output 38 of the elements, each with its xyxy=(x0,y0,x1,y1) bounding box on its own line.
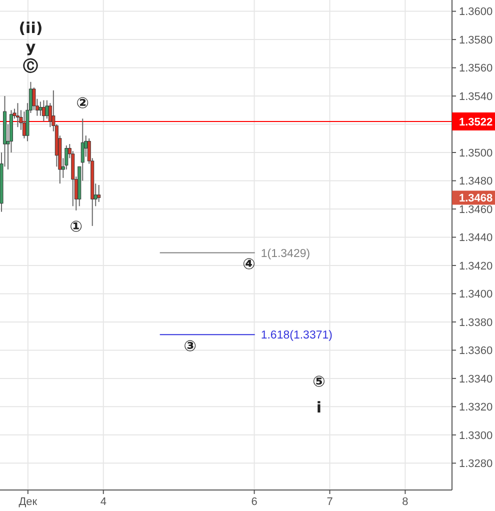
annotation: i xyxy=(316,398,322,416)
annotation: y xyxy=(26,38,36,56)
candlestick xyxy=(16,102,20,128)
x-tick-label: 8 xyxy=(402,496,408,508)
y-tick-label: 1.3460 xyxy=(459,204,493,216)
candlestick xyxy=(45,100,49,120)
annotation: Ⓒ xyxy=(23,57,38,76)
x-tick-label: Дек xyxy=(18,496,38,508)
y-tick-label: 1.3560 xyxy=(459,62,493,75)
y-tick-label: 1.3300 xyxy=(459,430,493,442)
ref-line-label: 1.3522 xyxy=(459,116,493,128)
y-tick-label: 1.3500 xyxy=(459,147,493,160)
x-tick-label: 7 xyxy=(326,496,333,508)
y-tick-label: 1.3360 xyxy=(459,345,493,358)
y-tick-label: 1.3340 xyxy=(459,373,493,386)
candlestick xyxy=(38,101,42,116)
ref-line-label: 1(1.3429) xyxy=(260,248,310,260)
annotation: (ii) xyxy=(18,19,43,38)
x-tick-label: 4 xyxy=(100,496,106,508)
y-tick-label: 1.3400 xyxy=(459,288,493,301)
y-tick-label: 1.3280 xyxy=(459,458,493,470)
y-tick-label: 1.3380 xyxy=(459,316,493,329)
candlestick xyxy=(97,184,101,202)
y-tick-label: 1.3540 xyxy=(459,90,493,103)
x-tick-label: 6 xyxy=(251,496,258,508)
y-tick-label: 1.3320 xyxy=(459,402,493,414)
text: 1.3468 xyxy=(459,192,493,205)
annotation: ④ xyxy=(242,255,256,274)
y-tick-label: 1.3600 xyxy=(459,6,493,18)
annotation: ① xyxy=(70,218,82,236)
annotation: ② xyxy=(76,94,89,112)
ref-line-label: 1.618(1.3371) xyxy=(260,330,333,342)
y-tick-label: 1.3440 xyxy=(459,232,493,244)
annotation: ③ xyxy=(184,336,197,355)
annotation: ⑤ xyxy=(312,372,326,390)
y-tick-label: 1.3420 xyxy=(459,260,493,272)
y-tick-label: 1.3580 xyxy=(459,34,493,46)
y-tick-label: 1.3480 xyxy=(459,176,493,188)
